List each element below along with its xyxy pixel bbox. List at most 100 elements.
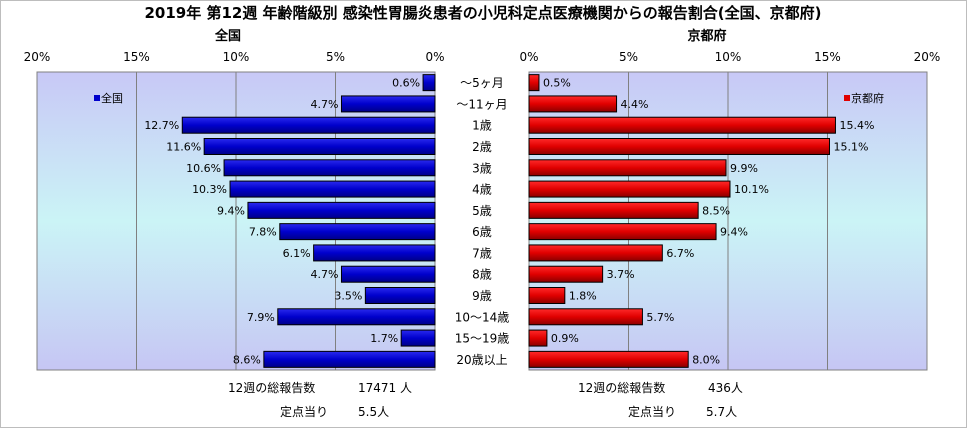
footer-national: 12週の総報告数 17471 人 定点当り 5.5人 [228,380,412,419]
data-label-kyoto: 1.8% [569,290,597,303]
category-label: 1歳 [472,119,492,133]
data-label-national: 1.7% [370,332,398,345]
legend-kyoto-label: 京都府 [851,91,884,105]
bar-kyoto [528,116,836,134]
bar-national [400,329,436,347]
chart-title: 2019年 第12週 年齢階級別 感染性胃腸炎患者の小児科定点医療機関からの報告… [144,4,821,22]
footer-kyoto-total-value: 436人 [708,381,743,395]
category-label: 20歳以上 [456,353,507,367]
category-label: 5歳 [472,204,492,218]
bar-national [277,308,436,326]
category-label: ～5ヶ月 [460,76,504,90]
right-panel-title: 京都府 [687,28,726,44]
data-label-kyoto: 3.7% [607,268,635,281]
category-label: 2歳 [472,140,492,154]
bar-kyoto [528,95,618,113]
data-label-national: 9.4% [217,204,245,217]
data-label-kyoto: 6.7% [666,247,694,260]
data-label-kyoto: 8.0% [692,353,720,366]
bar-national [263,350,436,368]
tick-label-right-0: 0% [519,50,538,64]
bar-kyoto [528,74,540,92]
data-label-kyoto: 10.1% [734,183,769,196]
data-label-national: 7.9% [247,311,275,324]
category-label: 3歳 [472,161,492,175]
bar-national [247,201,436,219]
category-label: 9歳 [472,289,492,303]
data-label-national: 10.6% [186,162,221,175]
data-label-kyoto: 8.5% [702,204,730,217]
data-label-national: 7.8% [249,226,277,239]
bar-kyoto [528,350,689,368]
axis-ticks: 0% 0% 5% 5% 10% 10% 15% 15% 20% 20% [24,50,941,64]
category-label: 7歳 [472,246,492,260]
category-label: 15～19歳 [455,332,510,346]
data-label-national: 11.6% [166,141,201,154]
tick-label-left-5: 5% [326,50,345,64]
data-label-national: 0.6% [392,77,420,90]
legend-national-swatch [94,95,100,101]
bar-national [203,138,436,155]
bar-national [364,287,436,304]
data-label-kyoto: 15.1% [833,141,868,154]
legend-national: 全国 [94,91,123,105]
bar-kyoto [528,201,699,219]
tick-label-left-10: 10% [223,50,250,64]
bar-kyoto [528,180,731,198]
bar-national [340,95,436,113]
tick-label-left-15: 15% [123,50,150,64]
bar-kyoto [528,308,643,326]
category-labels: ～5ヶ月 ～11ヶ月 1歳 2歳 3歳 4歳 5歳 6歳 7歳 8歳 9歳 10～14歳 15～19歳 2… [455,76,510,367]
tick-label-left-0: 0% [425,50,444,64]
data-label-kyoto: 5.7% [646,311,674,324]
data-label-national: 8.6% [233,353,261,366]
category-label: 10～14歳 [455,310,510,324]
footer-kyoto-per-value: 5.7人 [706,405,737,419]
bar-kyoto [528,329,548,347]
footer-national-per-label: 定点当り [280,404,328,419]
bar-national [313,244,436,262]
footer-kyoto: 12週の総報告数 436人 定点当り 5.7人 [578,380,743,419]
data-label-national: 3.5% [334,290,362,303]
bar-national [422,74,436,92]
left-panel-title: 全国 [214,28,241,44]
legend-national-label: 全国 [101,91,123,105]
category-label: 4歳 [472,183,492,197]
data-label-national: 4.7% [311,268,339,281]
bar-kyoto [528,265,604,283]
bar-national [223,159,436,177]
bar-kyoto [528,159,727,177]
category-label: 8歳 [472,268,492,282]
footer-national-total-value: 17471 人 [358,381,412,395]
bar-national [279,223,436,241]
data-label-national: 6.1% [283,247,311,260]
bar-national [229,180,436,198]
data-label-national: 12.7% [144,119,179,132]
legend-kyoto-swatch [844,95,850,101]
bar-kyoto [528,138,830,155]
data-label-national: 4.7% [311,98,339,111]
data-label-kyoto: 9.9% [730,162,758,175]
tick-label-right-20: 20% [914,50,941,64]
data-label-kyoto: 0.5% [543,77,571,90]
category-label: ～11ヶ月 [456,97,507,111]
bar-national [340,265,436,283]
tick-label-left-20: 20% [24,50,51,64]
data-label-kyoto: 4.4% [621,98,649,111]
footer-kyoto-per-label: 定点当り [628,404,676,419]
bar-kyoto [528,244,663,262]
tick-label-right-15: 15% [814,50,841,64]
data-label-kyoto: 9.4% [720,226,748,239]
category-label: 6歳 [472,225,492,239]
legend-kyoto: 京都府 [844,91,884,105]
tick-label-right-5: 5% [619,50,638,64]
data-label-national: 10.3% [192,183,227,196]
bar-kyoto [528,223,717,241]
footer-kyoto-total-label: 12週の総報告数 [578,380,665,395]
bar-national [181,116,436,134]
bar-kyoto [528,287,566,304]
footer-national-per-value: 5.5人 [358,405,389,419]
tick-label-right-10: 10% [715,50,742,64]
footer-national-total-label: 12週の総報告数 [228,380,315,395]
